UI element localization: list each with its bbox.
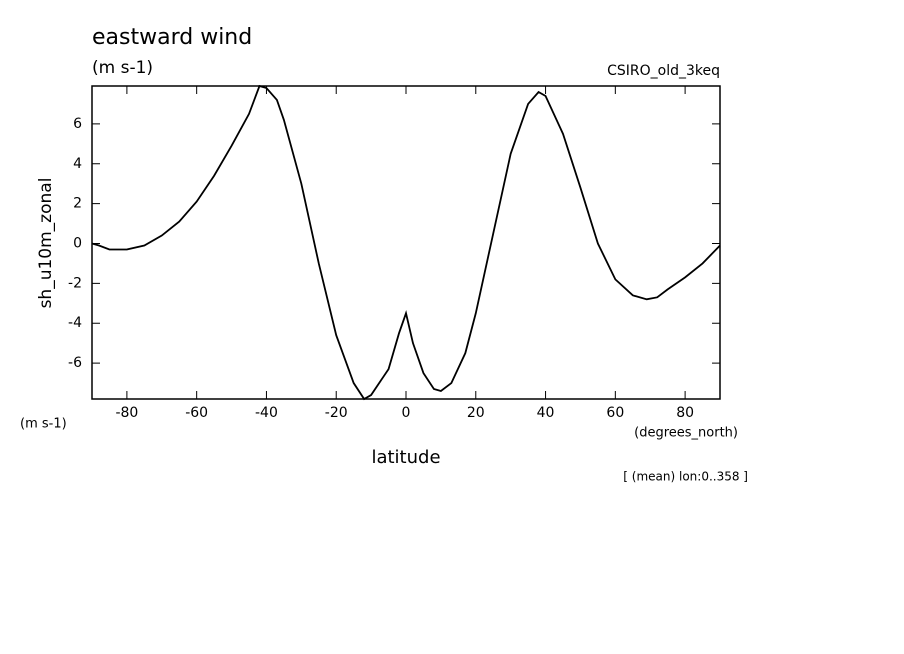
x-tick-label: -80 — [115, 405, 138, 421]
x-tick-label: -20 — [325, 405, 348, 421]
x-tick-label: 40 — [537, 405, 555, 421]
y-tick-label: 0 — [73, 235, 82, 251]
annotation: [ (mean) lon:0..358 ] — [623, 470, 748, 484]
x-axis-label: latitude — [371, 447, 440, 468]
data-line — [91, 84, 721, 401]
y-tick-label: -6 — [68, 355, 82, 371]
y-tick-label: -4 — [68, 315, 82, 331]
y-axis-label: sh_u10m_zonal — [36, 178, 56, 309]
plot-frame — [91, 85, 721, 400]
x-units: (degrees_north) — [634, 426, 738, 441]
dataset-label: CSIRO_old_3keq — [607, 63, 720, 79]
chart-title: eastward wind — [92, 25, 252, 50]
x-tick-label: 20 — [467, 405, 485, 421]
x-tick-label: 80 — [676, 405, 694, 421]
y-units: (m s-1) — [20, 417, 67, 432]
chart-subtitle: (m s-1) — [92, 58, 153, 78]
y-tick-label: 6 — [73, 116, 82, 132]
x-tick-label: -40 — [255, 405, 278, 421]
y-tick-label: 4 — [73, 156, 82, 172]
y-tick-label: -2 — [68, 275, 82, 291]
x-tick-label: -60 — [185, 405, 208, 421]
x-tick-label: 60 — [606, 405, 624, 421]
x-tick-label: 0 — [402, 405, 411, 421]
y-tick-label: 2 — [73, 196, 82, 212]
